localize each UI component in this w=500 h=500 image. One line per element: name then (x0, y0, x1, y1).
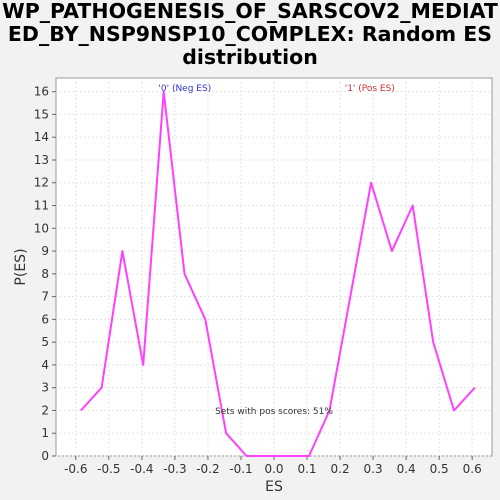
y-tick-label: 9 (41, 244, 49, 258)
x-tick-label: 0.4 (397, 462, 416, 476)
x-tick-label: -0.3 (163, 462, 186, 476)
y-tick-label: 2 (41, 403, 49, 417)
chart-title-line-1: WP_PATHOGENESIS_OF_SARSCOV2_MEDIAT (2, 0, 498, 23)
y-tick-label: 10 (34, 221, 49, 235)
neg-es-label: '0' (Neg ES) (158, 84, 211, 94)
y-tick-label: 11 (34, 199, 49, 213)
grid-layer (56, 78, 492, 457)
tick-layer: -0.6 -0.5 -0.4 -0.3 -0.2 -0.1 0.0 0.1 0.2 0.3 0.4 0… (34, 85, 482, 476)
y-tick-label: 5 (41, 335, 49, 349)
y-tick-label: 8 (41, 267, 49, 281)
x-tick-label: 0.0 (264, 462, 283, 476)
chart-title-line-3: distribution (182, 45, 318, 69)
x-axis-label: ES (265, 479, 283, 495)
x-tick-label: 0.1 (297, 462, 316, 476)
chart-title-line-2: ED_BY_NSP9NSP10_COMPLEX: Random ES (7, 22, 493, 46)
y-tick-label: 12 (34, 176, 49, 190)
x-tick-label: -0.5 (97, 462, 120, 476)
y-tick-label: 7 (41, 290, 49, 304)
y-tick-label: 0 (41, 449, 49, 463)
pos-es-label: '1' (Pos ES) (345, 84, 395, 94)
series-line (80, 90, 476, 457)
y-tick-label: 4 (41, 358, 49, 372)
pos-scores-annotation: Sets with pos scores: 51% (215, 407, 333, 417)
x-tick-label: 0.5 (430, 462, 449, 476)
x-tick-label: 0.6 (463, 462, 482, 476)
y-tick-label: 6 (41, 312, 49, 326)
x-tick-label: -0.2 (196, 462, 219, 476)
y-axis-label: P(ES) (13, 248, 29, 285)
y-tick-label: 16 (34, 85, 49, 99)
x-tick-label: -0.6 (64, 462, 87, 476)
x-tick-label: 0.2 (331, 462, 350, 476)
x-tick-label: -0.1 (229, 462, 252, 476)
y-tick-label: 1 (41, 426, 49, 440)
x-tick-label: -0.4 (130, 462, 153, 476)
y-tick-label: 3 (41, 381, 49, 395)
y-tick-label: 13 (34, 153, 49, 167)
chart-title: WP_PATHOGENESIS_OF_SARSCOV2_MEDIAT ED_BY… (0, 0, 500, 69)
y-tick-label: 14 (34, 130, 49, 144)
x-tick-label: 0.3 (364, 462, 383, 476)
y-tick-label: 15 (34, 107, 49, 121)
